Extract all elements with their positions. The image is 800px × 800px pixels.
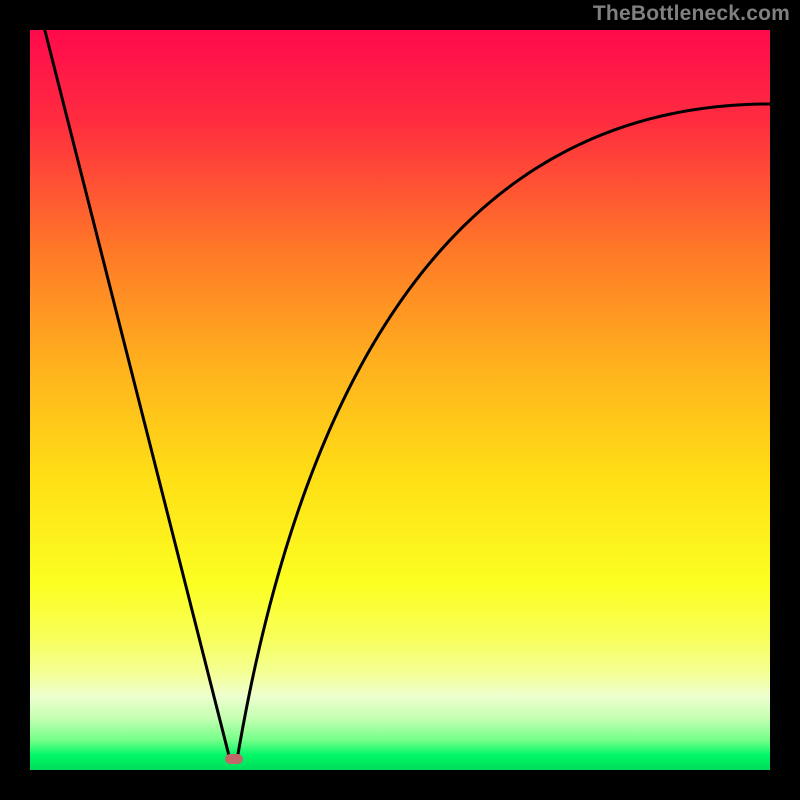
curve-svg [30,30,770,770]
minimum-marker [225,754,243,764]
chart-container: TheBottleneck.com [0,0,800,800]
watermark-text: TheBottleneck.com [593,2,790,26]
plot-area [30,30,770,770]
